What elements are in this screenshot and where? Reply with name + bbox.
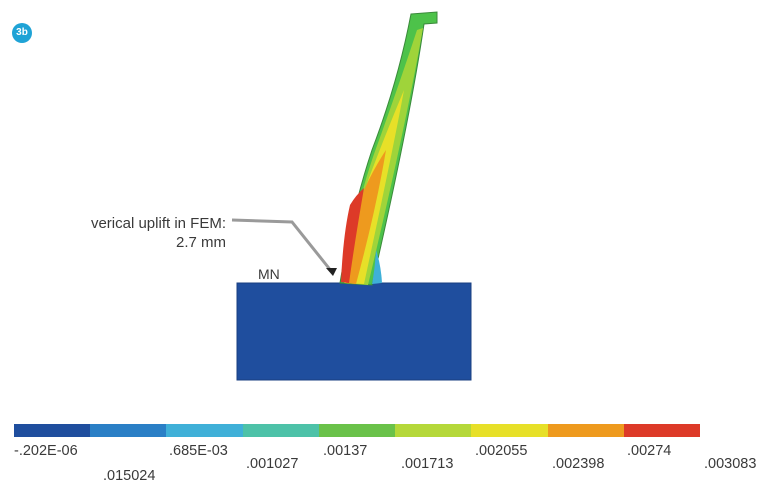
legend-color-segment bbox=[395, 424, 472, 437]
legend-color-segment bbox=[14, 424, 91, 437]
legend-color-segment bbox=[623, 424, 700, 437]
legend-tick-label: .015024 bbox=[103, 468, 156, 484]
legend-tick-label: .001713 bbox=[401, 456, 454, 472]
annotation-leader-line bbox=[231, 218, 334, 273]
fem-model bbox=[231, 11, 472, 381]
contour-band-orange bbox=[346, 150, 386, 284]
legend-tick-label: .00137 bbox=[323, 443, 368, 459]
color-legend-bar bbox=[14, 424, 700, 437]
legend-tick-label: .002055 bbox=[475, 443, 528, 459]
legend-tick-label: .00274 bbox=[627, 443, 672, 459]
contour-band-cyan bbox=[372, 250, 382, 284]
contour-band-red bbox=[341, 188, 364, 283]
annotation-text: verical uplift in FEM: 2.7 mm bbox=[40, 214, 226, 252]
annotation-line-2: 2.7 mm bbox=[175, 234, 226, 251]
legend-color-segment bbox=[547, 424, 624, 437]
legend-tick-label: .002398 bbox=[552, 456, 605, 472]
legend-tick-label: -.202E-06 bbox=[14, 443, 78, 459]
legend-color-segment bbox=[166, 424, 243, 437]
legend-tick-label: .003083 bbox=[704, 456, 757, 472]
annotation-arrowhead bbox=[326, 268, 337, 276]
legend-color-segment bbox=[318, 424, 396, 437]
legend-color-segment bbox=[242, 424, 319, 437]
figure-label-badge: 3b bbox=[12, 23, 32, 43]
legend-color-segment bbox=[90, 424, 167, 437]
legend-tick-label: .001027 bbox=[246, 456, 299, 472]
legend-color-segment bbox=[471, 424, 548, 437]
block-label: MN bbox=[258, 266, 280, 282]
annotation-line-1: verical uplift in FEM: bbox=[90, 215, 226, 232]
legend-tick-label: .685E-03 bbox=[169, 443, 228, 459]
base-block bbox=[236, 282, 472, 381]
